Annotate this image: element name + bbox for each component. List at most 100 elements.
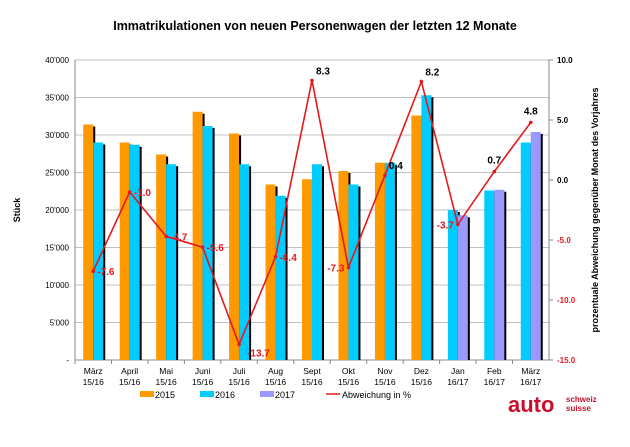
bar-2017 [494,189,505,360]
x-tick-label: Nov [377,366,393,376]
legend-label: 2016 [215,390,235,400]
bar-2016 [129,144,140,360]
deviation-label: -7.6 [97,267,115,278]
legend-label: 2017 [275,390,295,400]
deviation-label: 8.2 [425,68,439,79]
x-tick-label: 15/16 [119,377,141,387]
bar-2016 [239,164,250,360]
bar-2016 [275,195,286,360]
bar-2017 [457,215,468,360]
bar-2015 [192,111,203,360]
legend-swatch [200,391,214,397]
x-tick-label: 15/16 [265,377,287,387]
logo-auto: auto [508,392,554,417]
legend-swatch [260,391,274,397]
deviation-point [383,173,387,177]
legend-label: Abweichung in % [342,390,411,400]
bar-2016 [421,95,432,360]
bar-2015 [374,162,385,360]
x-tick-label: 15/16 [411,377,433,387]
x-tick-label: 15/16 [156,377,178,387]
x-tick-label: 15/16 [301,377,323,387]
deviation-point [419,79,424,84]
logo-suisse: suisse [566,404,591,413]
x-tick-label: 15/16 [83,377,105,387]
x-tick-label: 16/17 [447,377,469,387]
bar-2016 [348,184,359,360]
deviation-label: -13.7 [247,348,270,359]
bar-2016 [484,190,495,360]
deviation-point [164,234,168,239]
deviation-label: 8.3 [316,66,330,77]
y-tick-label: 10'000 [45,281,69,290]
bar-2015 [83,124,94,360]
logo-schweiz: schweiz [566,395,597,404]
deviation-label: -6.4 [280,253,298,264]
bar-2015 [338,171,349,360]
deviation-point [456,222,460,227]
bar-2016 [384,162,395,360]
y2-tick-label: -5.0 [557,236,571,245]
deviation-label: -7.3 [327,264,345,275]
deviation-label: 0.4 [389,161,403,172]
y2-tick-label: 0.0 [557,176,569,185]
y-tick-label: 30'000 [45,131,69,140]
y-axis-label: Stück [12,197,22,223]
x-tick-label: Juli [233,366,246,376]
bar-2016 [447,210,458,360]
x-tick-label: 15/16 [374,377,396,387]
x-tick-label: März [521,366,540,376]
x-tick-label: Jan [451,366,465,376]
x-tick-label: 16/17 [520,377,542,387]
x-tick-label: 16/17 [484,377,506,387]
bar-2016 [312,164,322,360]
y2-tick-label: -10.0 [557,296,576,305]
x-tick-label: Sept [303,366,321,376]
y2-tick-label: -15.0 [557,356,576,365]
x-tick-label: April [121,366,138,376]
bar-2015 [229,133,240,360]
y2-tick-label: 5.0 [557,116,569,125]
x-tick-label: Mai [159,366,173,376]
chart-title: Immatrikulationen von neuen Personenwage… [113,19,517,33]
x-tick-label: 15/16 [338,377,360,387]
y-tick-label: 25'000 [45,169,69,178]
bar-2016 [93,142,104,360]
deviation-point [91,269,96,274]
bar-2015 [119,142,130,360]
bar-2015 [156,154,167,360]
bar-2015 [265,184,276,360]
y-tick-label: 5'000 [50,319,70,328]
deviation-label: -3.7 [437,220,455,231]
bar-2016 [202,126,213,360]
x-tick-label: März [84,366,103,376]
legend-swatch [140,391,154,397]
x-tick-label: 15/16 [192,377,214,387]
x-tick-label: Juni [195,366,211,376]
deviation-point [310,78,314,83]
deviation-point [200,245,205,249]
y-tick-label: 40'000 [45,56,69,65]
deviation-label: 0.7 [487,156,501,167]
deviation-point [346,265,351,270]
y2-tick-label: 10.0 [557,56,573,65]
legend-label: 2015 [155,390,175,400]
deviation-point [492,169,497,174]
bar-2016 [166,164,177,360]
x-tick-label: Dez [414,366,429,376]
bar-2016 [520,142,531,360]
x-tick-label: Aug [268,366,283,376]
deviation-label: -4.7 [170,232,188,243]
bar-2015 [302,179,312,360]
bar-2017 [530,132,541,360]
deviation-point [273,254,278,259]
deviation-point [237,342,241,347]
x-tick-label: Feb [487,366,502,376]
bar-2015 [411,115,422,360]
deviation-label: -1.0 [134,188,152,199]
y-tick-label: 20'000 [45,206,69,215]
x-tick-label: Okt [342,366,356,376]
x-tick-label: 15/16 [228,377,250,387]
